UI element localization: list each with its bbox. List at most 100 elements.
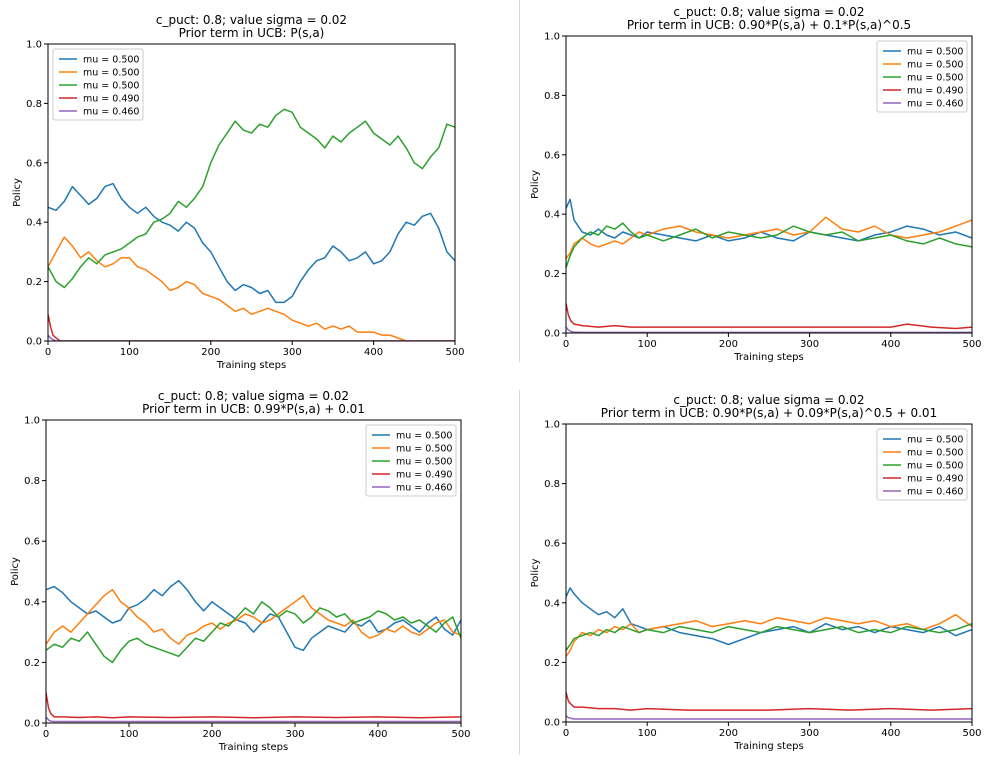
chart-title: c_puct: 0.8; value sigma = 0.02 [673,5,864,19]
y-tick-label: 1.0 [24,416,40,427]
series-line [48,334,455,341]
plot-frame [565,423,973,723]
x-tick-label: 400 [881,728,900,739]
y-tick-label: 0.0 [24,719,40,730]
x-tick-label: 300 [283,347,302,358]
y-tick-label: 0.2 [544,269,560,280]
vertical-separator [519,0,520,362]
y-tick-label: 1.0 [544,420,560,431]
x-tick-label: 400 [881,339,900,350]
series-line [566,222,972,268]
vertical-separator [519,390,520,755]
legend-label: mu = 0.500 [396,457,452,468]
y-tick-label: 0.6 [544,150,560,161]
x-axis-label: Training steps [733,352,803,363]
legend-label: mu = 0.460 [907,487,963,498]
series-line [566,622,972,651]
y-tick-label: 0.2 [26,277,42,288]
series-line [48,314,455,341]
legend-label: mu = 0.500 [83,68,139,79]
y-tick-label: 0.4 [26,218,42,229]
legend-label: mu = 0.490 [83,94,139,105]
x-tick-label: 400 [368,729,387,740]
chart-subtitle: Prior term in UCB: P(s,a) [179,26,325,40]
series-line [48,236,455,341]
y-tick-label: 0.0 [26,337,42,348]
series-line [566,326,972,333]
series-line [46,588,461,645]
legend-label: mu = 0.500 [396,431,452,442]
series-line [46,692,461,719]
chart-title: c_puct: 0.8; value sigma = 0.02 [158,389,349,403]
x-tick-label: 0 [563,339,569,350]
series-line [566,216,972,260]
y-tick-label: 0.4 [544,210,560,221]
y-axis-label: Policy [530,559,541,588]
x-tick-label: 500 [962,339,981,350]
y-tick-label: 0.6 [544,539,560,550]
legend-label: mu = 0.500 [83,55,139,66]
legend-label: mu = 0.500 [907,448,963,459]
series-line [566,692,972,711]
x-tick-label: 100 [119,729,138,740]
x-axis-label: Training steps [216,360,286,371]
y-tick-label: 0.0 [544,718,560,729]
series-line [46,579,461,652]
x-tick-label: 100 [638,728,657,739]
x-axis-label: Training steps [733,741,803,752]
legend-label: mu = 0.490 [907,86,963,97]
x-tick-label: 0 [563,728,569,739]
legend-label: mu = 0.460 [907,99,963,110]
x-axis-label: Training steps [218,742,288,753]
chart-subtitle: Prior term in UCB: 0.90*P(s,a) + 0.09*P(… [601,406,937,420]
legend-box [365,424,457,497]
series-line [566,198,972,242]
y-axis-label: Policy [530,170,541,199]
x-tick-label: 500 [962,728,981,739]
y-axis-label: Policy [10,557,21,586]
x-tick-label: 400 [364,347,383,358]
legend-label: mu = 0.460 [396,483,452,494]
legend-label: mu = 0.500 [907,435,963,446]
legend-label: mu = 0.500 [396,444,452,455]
x-tick-label: 100 [638,339,657,350]
x-tick-label: 300 [285,729,304,740]
plot-frame [45,419,462,724]
chart-subtitle: Prior term in UCB: 0.99*P(s,a) + 0.01 [142,402,365,416]
y-tick-label: 0.2 [544,658,560,669]
chart-title: c_puct: 0.8; value sigma = 0.02 [673,393,864,407]
y-tick-label: 0.4 [24,597,40,608]
y-tick-label: 0.0 [544,329,560,340]
legend-label: mu = 0.500 [907,461,963,472]
series-line [566,587,972,646]
y-tick-label: 0.8 [24,476,40,487]
legend-label: mu = 0.460 [83,107,139,118]
series-line [48,182,455,304]
legend-label: mu = 0.500 [907,47,963,58]
y-tick-label: 0.4 [544,598,560,609]
legend-box [876,40,968,113]
y-tick-label: 0.2 [24,658,40,669]
plot-frame [565,35,973,334]
x-tick-label: 300 [800,339,819,350]
x-tick-label: 500 [451,729,470,740]
legend-label: mu = 0.490 [396,470,452,481]
legend-box [876,428,968,501]
legend-label: mu = 0.500 [907,60,963,71]
x-tick-label: 500 [445,347,464,358]
y-tick-label: 0.8 [544,91,560,102]
series-line [46,716,461,723]
series-line [48,108,455,289]
x-tick-label: 300 [800,728,819,739]
plot-frame [47,43,456,342]
x-tick-label: 0 [45,347,51,358]
series-line [566,613,972,657]
y-tick-label: 1.0 [26,40,42,51]
x-tick-label: 100 [120,347,139,358]
series-line [566,303,972,330]
